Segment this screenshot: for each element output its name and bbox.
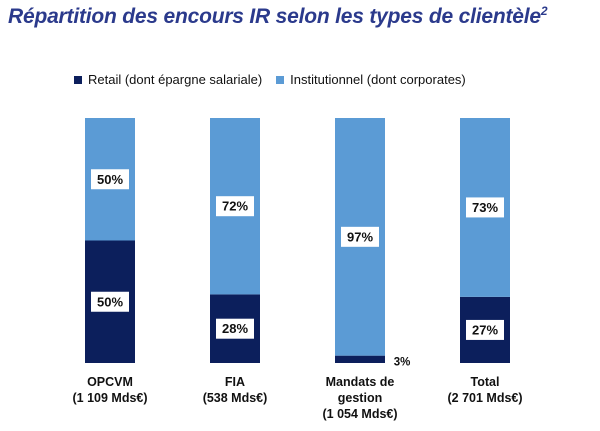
data-label-text-institutionnel-3: 73% bbox=[472, 200, 498, 215]
data-label-box-institutionnel-2 bbox=[341, 226, 379, 247]
category-label-2: Mandats de gestion (1 054 Mds€) bbox=[305, 374, 415, 422]
data-label-text-retail-3: 27% bbox=[472, 322, 498, 337]
data-label-retail-1: 28% bbox=[216, 318, 254, 339]
legend-label-retail: Retail (dont épargne salariale) bbox=[88, 72, 263, 87]
legend-item-institutionnel: Institutionnel (dont corporates) bbox=[276, 72, 466, 87]
data-label-text-institutionnel-0: 50% bbox=[97, 172, 123, 187]
chart-legend: Retail (dont épargne salariale) Institut… bbox=[74, 72, 480, 87]
data-label-text-retail-0: 50% bbox=[97, 294, 123, 309]
data-label-box-retail-0 bbox=[91, 291, 129, 312]
chart-title-footnote: 2 bbox=[540, 4, 548, 18]
data-label-box-institutionnel-3 bbox=[466, 197, 504, 218]
data-label-institutionnel-2: 97% bbox=[341, 226, 379, 247]
category-name-1: FIA bbox=[224, 375, 246, 389]
category-amount-2: (1 054 Mds€) bbox=[322, 407, 398, 421]
data-label-institutionnel-3: 73% bbox=[466, 197, 504, 218]
legend-swatch-institutionnel bbox=[276, 75, 285, 84]
category-amount-1: (538 Mds€) bbox=[202, 391, 268, 405]
data-label-institutionnel-0: 50% bbox=[91, 169, 129, 190]
chart-title: Répartition des encours IR selon les typ… bbox=[8, 4, 548, 29]
data-label-text-retail-2: 3% bbox=[394, 357, 411, 369]
category-label-1: FIA (538 Mds€) bbox=[180, 374, 290, 406]
data-label-institutionnel-1: 72% bbox=[216, 196, 254, 217]
bar-retail-2 bbox=[335, 355, 385, 363]
data-label-retail-0: 50% bbox=[91, 291, 129, 312]
category-label-0: OPCVM (1 109 Mds€) bbox=[55, 374, 165, 406]
data-label-retail-2: 3% bbox=[394, 357, 411, 369]
category-label-3: Total (2 701 Mds€) bbox=[430, 374, 540, 406]
chart-title-text: Répartition des encours IR selon les typ… bbox=[8, 5, 541, 28]
legend-item-retail: Retail (dont épargne salariale) bbox=[74, 72, 262, 87]
legend-label-institutionnel: Institutionnel (dont corporates) bbox=[290, 72, 466, 87]
category-name-3: Total bbox=[470, 375, 500, 389]
data-label-box-retail-1 bbox=[216, 318, 254, 339]
data-label-box-institutionnel-1 bbox=[216, 196, 254, 217]
data-label-text-retail-1: 28% bbox=[222, 321, 248, 336]
data-label-box-institutionnel-0 bbox=[91, 169, 129, 190]
data-label-retail-3: 27% bbox=[466, 319, 504, 340]
category-name-0: OPCVM bbox=[87, 375, 133, 389]
category-name-2-line1: gestion bbox=[337, 391, 383, 405]
category-amount-0: (1 109 Mds€) bbox=[72, 391, 148, 405]
category-name-2: Mandats de bbox=[325, 375, 395, 389]
data-label-box-retail-3 bbox=[466, 319, 504, 340]
data-label-text-institutionnel-2: 97% bbox=[347, 229, 373, 244]
data-label-text-institutionnel-1: 72% bbox=[222, 199, 248, 214]
category-amount-3: (2 701 Mds€) bbox=[447, 391, 523, 405]
legend-swatch-retail bbox=[74, 75, 82, 84]
